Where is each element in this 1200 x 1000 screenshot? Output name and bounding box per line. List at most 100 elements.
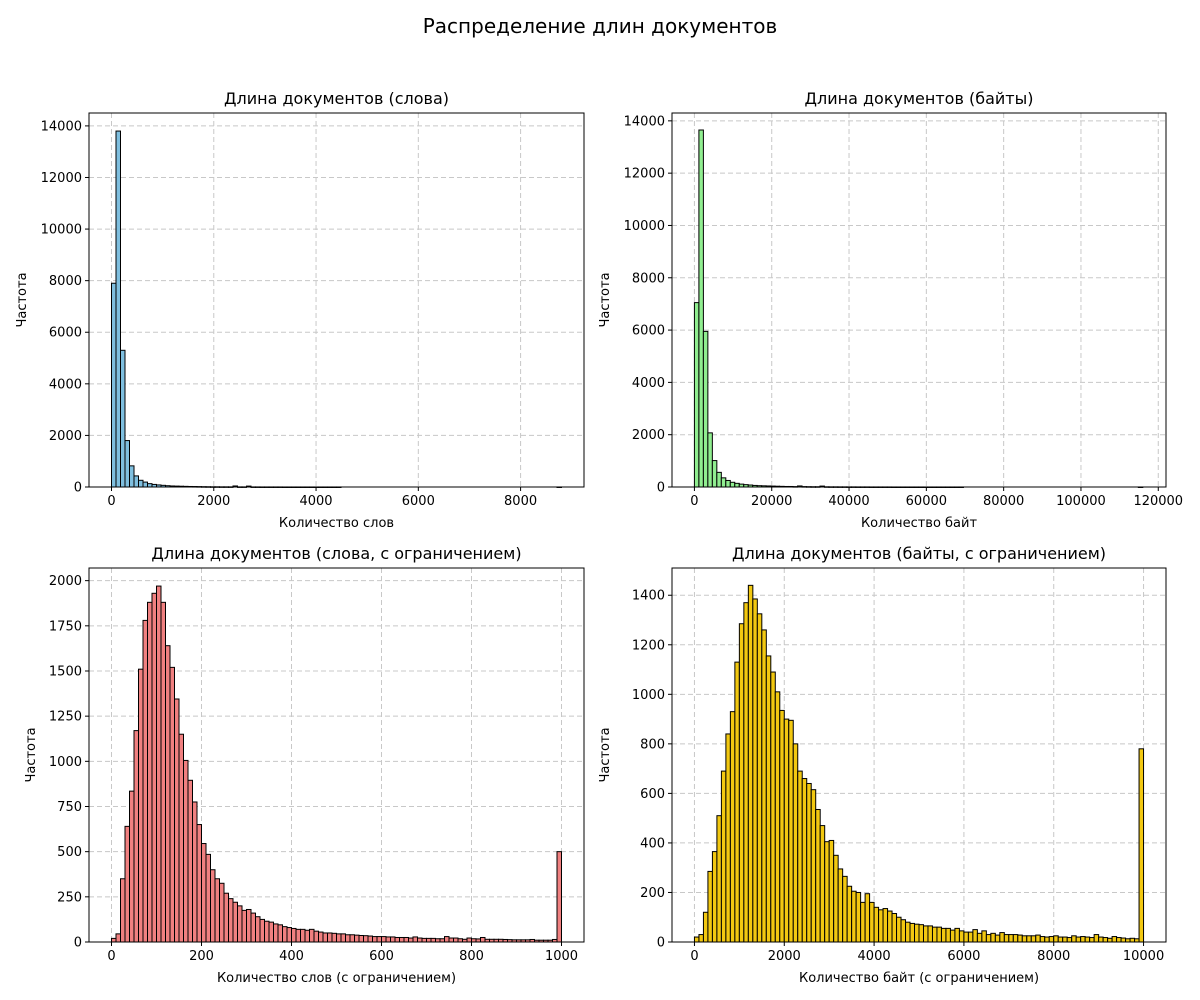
histogram-bar: [268, 921, 274, 943]
histogram-bar: [313, 930, 319, 943]
histogram-bar: [111, 282, 117, 488]
x-tick-label: 600: [369, 949, 394, 964]
histogram-bar: [165, 645, 171, 943]
histogram-bar: [720, 770, 727, 943]
histogram-bar: [927, 925, 933, 943]
histogram-bar: [399, 936, 405, 943]
chart-panel-bytes-capped: 0 2000 4000 6000 8000 10000 0 200 400 600 800 1000 1…: [598, 544, 1167, 986]
histogram-bar: [963, 931, 969, 943]
x-tick-label: 40000: [828, 494, 869, 509]
x-tick-label: 120000: [1133, 494, 1183, 509]
histogram-bar: [228, 898, 234, 943]
chart-panel-bytes: 0 20000 40000 60000 80000 100000 120000 0 2000 40…: [598, 89, 1183, 531]
histogram-bar: [702, 330, 709, 488]
histogram-bar: [860, 901, 866, 943]
y-tick-label: 0: [74, 936, 82, 951]
histogram-bar: [851, 890, 857, 943]
histogram-bar: [1012, 934, 1019, 943]
histogram-bar: [331, 932, 337, 943]
x-axis-label: Количество слов: [279, 516, 394, 531]
histogram-bar: [918, 924, 924, 943]
histogram-bar: [1057, 936, 1064, 943]
y-tick-label: 1500: [49, 664, 82, 679]
y-axis-label: Частота: [15, 272, 30, 327]
y-tick-label: 1400: [632, 589, 665, 604]
histogram-bar: [931, 926, 938, 943]
histogram-bar: [990, 932, 996, 943]
y-tick-label: 10000: [41, 223, 82, 238]
histogram-bar: [336, 933, 342, 943]
y-tick-label: 8000: [632, 271, 665, 286]
chart-title: Длина документов (байты, с ограничением): [732, 544, 1106, 563]
histogram-bar: [819, 825, 826, 943]
histogram-bar: [774, 691, 781, 943]
histogram-bar: [340, 933, 346, 943]
histogram-bar: [743, 602, 749, 943]
histogram-bar: [864, 893, 871, 943]
x-tick-label: 6000: [402, 494, 435, 509]
histogram-bar: [304, 929, 310, 943]
y-tick-label: 1000: [632, 688, 665, 703]
histogram-bar: [394, 936, 400, 943]
histogram-bar: [381, 936, 387, 943]
histogram-bar: [160, 601, 166, 943]
y-axis-label: Частота: [598, 272, 613, 327]
histogram-bar: [936, 926, 942, 943]
histogram-bar: [842, 875, 848, 943]
histogram-bar: [806, 782, 812, 943]
histogram-bar: [981, 930, 987, 943]
y-tick-label: 1200: [632, 638, 665, 653]
figure-title: Распределение длин документов: [422, 14, 778, 38]
x-axis-label: Количество байт (с ограничением): [799, 971, 1039, 986]
histogram-bar: [556, 851, 562, 943]
histogram-bar: [1062, 936, 1068, 943]
histogram-bar: [707, 432, 713, 488]
histogram-bar: [376, 936, 382, 943]
histogram-bar: [453, 937, 459, 943]
x-tick-label: 100000: [1056, 494, 1106, 509]
histogram-bar: [480, 936, 486, 943]
histogram-bar: [747, 584, 754, 943]
histogram-bar: [187, 779, 193, 943]
histogram-bar: [855, 891, 862, 943]
histogram-bar: [797, 770, 803, 943]
histogram-bar: [779, 709, 785, 943]
histogram-bar: [115, 933, 121, 943]
axes-frame: [671, 567, 1167, 943]
histogram-bar: [922, 925, 929, 943]
y-tick-label: 2000: [632, 428, 665, 443]
histogram-bar: [725, 479, 731, 488]
histogram-bar: [869, 901, 875, 943]
x-tick-label: 8000: [1037, 949, 1070, 964]
histogram-bar: [729, 711, 736, 943]
y-tick-label: 14000: [624, 114, 665, 129]
histogram-bar: [138, 479, 144, 488]
histogram-bar: [466, 937, 472, 943]
histogram-bar: [1030, 935, 1037, 943]
histogram-bar: [837, 868, 844, 943]
histogram-bar: [999, 932, 1005, 943]
histogram-bar: [412, 936, 418, 943]
chart-panel-words-capped: 0 200 400 600 800 1000 0 250 500 750 1000 1250 1500 1…: [24, 544, 585, 986]
axes-frame: [88, 112, 585, 488]
histogram-bar: [1066, 937, 1073, 943]
x-tick-label: 1000: [545, 949, 578, 964]
y-tick-label: 600: [640, 787, 665, 802]
histogram-bar: [421, 937, 427, 943]
histogram-bar: [833, 854, 839, 943]
x-tick-label: 10000: [1123, 949, 1164, 964]
x-axis-label: Количество слов (с ограничением): [217, 971, 456, 986]
histogram-bar: [716, 815, 722, 943]
histogram-bar: [1026, 935, 1032, 943]
histogram-bar: [174, 698, 180, 943]
y-tick-label: 2000: [49, 574, 82, 589]
histogram-bar: [909, 922, 916, 943]
axes-frame: [671, 112, 1167, 488]
histogram-bar: [792, 743, 799, 943]
y-tick-label: 6000: [49, 326, 82, 341]
histogram-bar: [124, 440, 130, 488]
histogram-bar: [277, 924, 283, 943]
histogram-bar: [115, 130, 121, 488]
y-tick-label: 800: [640, 737, 665, 752]
histogram-bar: [1089, 937, 1095, 943]
